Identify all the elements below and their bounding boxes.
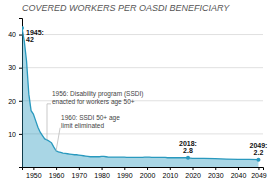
y-tick-mark [19, 134, 22, 135]
x-tick-label: 1970 [72, 172, 88, 179]
y-tick: 10 [8, 131, 22, 138]
y-tick-mark [19, 101, 22, 102]
x-tick-label: 2040 [231, 172, 247, 179]
annotation: 42 [26, 36, 34, 43]
x-tick-label: 1960 [49, 172, 65, 179]
y-tick-mark [19, 35, 22, 36]
y-tick-label: 20 [8, 98, 16, 105]
x-tick-mark [258, 167, 259, 170]
leader-line [47, 104, 51, 140]
annotation: 2.8 [183, 147, 193, 154]
area [22, 28, 258, 167]
x-tick-label: 2000 [140, 172, 156, 179]
x-tick-label: 2020 [185, 172, 201, 179]
y-tick-label: 40 [8, 31, 16, 38]
annotation: 1960: SSDI 50+ age [61, 114, 120, 122]
x-tick-label: 2049 [251, 172, 267, 179]
grid-line [22, 133, 263, 134]
y-tick-label: 30 [8, 64, 16, 71]
x-tick-mark [147, 167, 148, 170]
x-tick: 1980 [94, 167, 110, 179]
y-tick: 30 [8, 64, 22, 71]
annotation: 2.2 [254, 149, 264, 156]
annotation: 2018: [179, 140, 197, 147]
y-axis: 10 20 30 40 [8, 19, 22, 168]
y-tick-mark [19, 68, 22, 69]
annotations: 1945:42 1956: Disability program (SSDI)en… [26, 29, 267, 156]
y-tick-label: 10 [8, 131, 16, 138]
x-tick: 1950 [26, 167, 42, 179]
annotation: 1956: Disability program (SSDI) [52, 90, 143, 98]
x-tick-mark [56, 167, 57, 170]
grid [22, 35, 263, 134]
x-axis: 1950 1960 1970 1980 1990 2000 2010 2020 2030 2040… [23, 167, 267, 179]
annotation: limit eliminated [61, 122, 104, 129]
y-tick: 20 [8, 98, 22, 105]
x-tick-label: 1980 [94, 172, 110, 179]
grid-line [22, 34, 263, 35]
x-tick-mark [102, 167, 103, 170]
plot: 1950196019701980199020002010202020302040… [8, 19, 267, 179]
annotation: 2049: [249, 142, 267, 149]
x-tick: 2000 [140, 167, 156, 179]
y-tick: 40 [8, 31, 22, 38]
x-tick-mark [170, 167, 171, 170]
marks [22, 26, 260, 167]
x-tick: 2020 [185, 167, 201, 179]
x-tick: 2040 [231, 167, 247, 179]
x-tick-mark [193, 167, 194, 170]
title: COVERED WORKERS PER OASDI BENEFICIARY [22, 3, 230, 13]
annotation: 1945: [26, 29, 44, 36]
x-tick-label: 1950 [26, 172, 42, 179]
x-axis-line [23, 168, 264, 171]
x-tick: 2049 [251, 167, 267, 179]
x-tick: 2010 [162, 167, 178, 179]
x-tick-mark [33, 167, 34, 170]
chart: COVERED WORKERS PER OASDI BENEFICIARY 195… [0, 0, 275, 183]
point [186, 156, 190, 160]
line [22, 28, 258, 160]
point [256, 158, 260, 162]
x-tick-label: 2010 [162, 172, 178, 179]
x-tick-mark [238, 167, 239, 170]
point [22, 26, 24, 30]
annotation: enacted for workers age 50+ [52, 98, 135, 106]
x-tick: 1960 [49, 167, 65, 179]
x-tick: 2030 [208, 167, 224, 179]
x-tick-label: 1990 [117, 172, 133, 179]
x-tick-mark [79, 167, 80, 170]
x-tick-label: 2030 [208, 172, 224, 179]
x-tick-mark [215, 167, 216, 170]
x-tick: 1990 [117, 167, 133, 179]
leader-line [56, 128, 60, 151]
y-axis-line [19, 19, 23, 168]
x-tick: 1970 [72, 167, 88, 179]
x-tick-mark [124, 167, 125, 170]
grid-line [22, 67, 263, 68]
